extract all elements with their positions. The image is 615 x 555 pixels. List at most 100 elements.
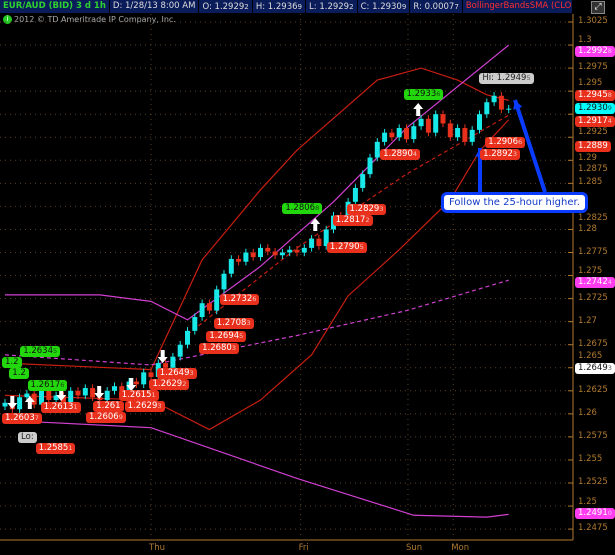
axis-price-badge: 1.29928 [575, 46, 615, 58]
y-tick-label: 1.2875 [578, 164, 608, 175]
candle-bull [506, 108, 512, 110]
candle-bear [60, 395, 66, 403]
low-cell: L: 1.29292 [306, 0, 357, 13]
candle-bull [352, 187, 358, 202]
candle-bear [148, 372, 154, 377]
candle-bear [163, 363, 169, 368]
callout-arrowhead-icon [513, 100, 523, 110]
price-label: 1.26345 [20, 346, 61, 357]
high-cell: H: 1.29369 [252, 0, 306, 13]
candle-bull [53, 395, 59, 401]
callout-arrow [513, 99, 547, 193]
y-tick-label: 1.2825 [578, 213, 608, 224]
price-label: 1.2 [9, 368, 29, 379]
y-tick-label: 1.29 [578, 153, 597, 164]
price-label: 1.26176 [27, 380, 68, 391]
sma-line [4, 419, 509, 518]
candle-bull [2, 402, 8, 407]
candle-bear [31, 393, 37, 405]
y-tick-label: 1.2625 [578, 384, 608, 395]
candle-bull [360, 174, 366, 188]
price-label: 1.27083 [213, 318, 254, 329]
candle-bull [68, 390, 74, 403]
symbol-cell[interactable]: EUR/AUD (BID) 3 d 1h [0, 0, 109, 13]
candle-bull [491, 95, 497, 103]
y-tick-label: 1.3025 [578, 16, 608, 26]
y-tick-label: 1.2575 [578, 430, 608, 441]
header-bar: EUR/AUD (BID) 3 d 1h D: 1/28/13 8:00 AM … [0, 0, 573, 13]
study-cell[interactable]: BollingerBandsSMA (CLOSE, 0, 25, -2... [462, 0, 572, 13]
candle-bear [294, 249, 300, 253]
candle-bull [199, 303, 205, 318]
y-tick-label: 1.2775 [578, 246, 608, 257]
candle-bull [279, 252, 285, 256]
candle-bull [141, 372, 147, 385]
expand-icon[interactable]: ⤢ [591, 1, 605, 14]
price-label: 1.25851 [35, 443, 76, 454]
y-tick-label: 1.2525 [578, 477, 608, 487]
bollinger-line [4, 119, 510, 431]
buy-arrow-icon [310, 218, 321, 231]
copyright-text: 2012 © TD Ameritrade IP Company, Inc. [14, 15, 176, 24]
info-icon[interactable]: i [3, 15, 12, 24]
y-tick-label: 1.28 [578, 224, 597, 235]
axis-price-badge: 1.29309 [575, 102, 615, 114]
candle-bull [82, 388, 88, 396]
price-label: 1.28293 [346, 204, 387, 215]
y-tick-label: 1.27 [578, 315, 597, 326]
price-label: 1.28923 [480, 149, 521, 160]
candle-bear [440, 114, 446, 124]
candle-bull [309, 238, 315, 248]
y-tick-label: 1.26 [578, 407, 597, 418]
candle-bull [228, 258, 234, 274]
price-label: 1.29066 [485, 137, 526, 148]
sell-arrow-icon [7, 396, 18, 409]
candle-bull [287, 249, 293, 253]
x-day-label: Thu [149, 543, 165, 553]
sma-line [5, 44, 510, 321]
candle-bull [323, 229, 329, 247]
candle-bull [469, 129, 475, 142]
candle-bear [133, 381, 139, 385]
callout-box: Follow the 25-hour higher. [441, 192, 588, 213]
x-day-label: Mon [451, 543, 470, 553]
candle-bear [206, 303, 212, 311]
candle-bear [265, 247, 271, 252]
sell-arrow-icon [56, 388, 67, 401]
price-label: 1.26131 [40, 402, 81, 413]
price-label: 1.26069 [85, 412, 126, 423]
candle-bull [477, 114, 482, 130]
y-tick-label: 1.25 [578, 497, 597, 508]
candle-bull [411, 126, 417, 140]
sma-line [4, 279, 509, 366]
candle-bull [418, 118, 424, 127]
axis-price-badge: 1.27424 [575, 276, 615, 288]
candle-bull [104, 390, 110, 401]
candle-bear [462, 128, 468, 142]
candle-bull [396, 128, 402, 138]
candle-bear [316, 238, 322, 247]
candle-bear [250, 252, 256, 258]
candle-bull [367, 157, 373, 175]
candle-bear [425, 118, 431, 133]
candle-bear [90, 388, 96, 398]
y-tick-label: 1.2975 [578, 62, 608, 73]
candle-bull [24, 393, 30, 398]
price-label: 1.26945 [206, 331, 247, 342]
candle-bear [97, 397, 103, 401]
candle-bull [17, 397, 23, 410]
price-label: 1.27326 [219, 294, 260, 305]
range-cell: R: 0.00077 [410, 0, 462, 13]
price-label: 1.26803 [199, 343, 239, 354]
candle-bear [404, 128, 409, 140]
close-cell: C: 1.29309 [357, 0, 410, 13]
sell-arrow-icon [157, 350, 168, 363]
price-label: 1.2 [2, 357, 22, 368]
buy-arrow-icon [24, 396, 35, 409]
price-label: 1.26493 [156, 368, 197, 379]
candle-bull [301, 247, 307, 253]
y-tick-label: 1.295 [578, 78, 603, 89]
candle-bull [185, 330, 190, 345]
axis-price-badge: 1.2889 [575, 141, 611, 153]
